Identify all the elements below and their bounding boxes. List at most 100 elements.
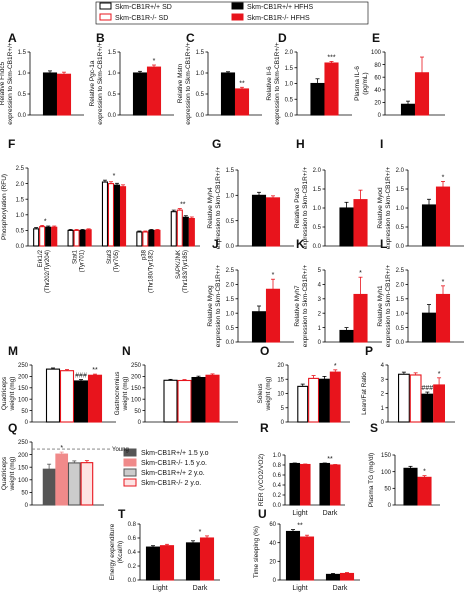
y-tick-label: 40 — [269, 541, 276, 547]
x-tick-label: (Thr202/Tyr204) — [45, 250, 51, 293]
significance-mark: ### — [422, 385, 434, 392]
y-tick-label: 0 — [318, 340, 322, 346]
x-tick-label: Light — [292, 510, 307, 517]
y-axis-label: expression to Skm-CB1R+/+ — [302, 265, 309, 348]
y-tick-label: 0.0 — [285, 113, 294, 119]
y-tick-label: 1.0 — [108, 71, 117, 77]
legend-label: Skm-CB1R+/+ HFHS — [247, 4, 313, 11]
significance-mark: * — [272, 272, 275, 279]
x-tick-label: SAPK/JNK — [176, 250, 182, 279]
bar — [319, 462, 331, 506]
significance-mark: * — [44, 218, 47, 225]
panel-n: N 0 50 100 150 200 250 Gastrocnemius weight (mg) — [114, 344, 238, 426]
y-tick-label: 1.5 — [18, 50, 27, 56]
y-tick-label: 1.5 — [313, 187, 322, 193]
bar — [339, 329, 354, 343]
y-tick-label: 0.0 — [128, 578, 137, 584]
bar — [39, 226, 46, 247]
y-axis-label: Relative Pax3 — [294, 188, 301, 228]
bar — [339, 207, 354, 247]
y-tick-label: 1.5 — [396, 297, 405, 303]
y-tick-label: 0.0 — [313, 244, 322, 250]
bar — [421, 204, 437, 247]
y-tick-label: 0.8 — [128, 522, 137, 528]
bar — [33, 228, 40, 247]
y-tick-label: 50 — [21, 491, 28, 497]
bar — [142, 231, 149, 247]
legend-label: Skm-CB1R-/- HFHS — [247, 15, 310, 22]
y-tick-label: 150 — [18, 465, 29, 471]
legend-entry: Skm-CB1R+/+ SD — [99, 2, 172, 11]
bar — [51, 226, 58, 247]
y-tick-label: 1.0 — [226, 194, 235, 200]
y-axis-label: Relative Myh7 — [294, 285, 301, 327]
legend-entry: Skm-CB1R-/- HFHS — [231, 13, 310, 22]
y-tick-label: 0.6 — [273, 473, 282, 479]
panel-c: C 0.0 0.5 1.0 1.5 Relative Mstn expression to … — [177, 31, 262, 125]
x-tick-label: Stat1 — [73, 249, 79, 264]
x-tick-label: p38 — [141, 249, 147, 260]
bar — [234, 88, 250, 116]
legend-main: Skm-CB1R+/+ SD Skm-CB1R-/- SD Skm-CB1R+/+ … — [95, 1, 369, 25]
bar — [42, 468, 56, 506]
y-axis-label: expression to Skm-CB1R+/+ — [215, 167, 222, 250]
bar — [73, 380, 89, 423]
y-tick-label: 0 — [273, 578, 277, 584]
bar — [220, 72, 236, 116]
significance-mark: * — [60, 445, 63, 452]
bar — [101, 181, 109, 247]
panel-u: U 0 20 40 60 Time sleeping (%) ** Light Dark — [253, 507, 360, 592]
bar — [45, 226, 52, 247]
bar — [251, 194, 267, 247]
significance-mark: ** — [92, 367, 98, 374]
y-tick-label: 0.0 — [226, 244, 235, 250]
y-tick-label: 1 — [318, 326, 322, 332]
bar — [339, 572, 355, 581]
y-tick-label: 0.0 — [196, 113, 205, 119]
significance-mark: ** — [327, 456, 333, 463]
bar — [45, 368, 61, 423]
bar — [182, 216, 189, 247]
y-axis-label: Quadriceps — [1, 456, 8, 490]
reference-label: Young — [112, 447, 129, 453]
y-axis-label: Quadriceps — [1, 376, 8, 410]
panel-letter: D — [278, 31, 287, 45]
legend-swatch — [123, 478, 137, 487]
bar — [170, 211, 177, 247]
bar — [433, 384, 446, 423]
y-tick-label: 0.5 — [226, 219, 235, 225]
bar — [265, 197, 281, 247]
significance-mark: * — [423, 469, 426, 476]
bar — [403, 467, 418, 506]
x-tick-label: (Thr180/Tyr182) — [148, 250, 154, 293]
panel-letter: P — [365, 344, 373, 358]
y-tick-label: 0.4 — [128, 550, 137, 556]
y-axis-label: Relative Myog — [207, 285, 214, 327]
bar — [299, 536, 315, 581]
bar — [154, 229, 161, 247]
y-tick-label: 250 — [131, 363, 142, 369]
y-axis-label: (pg/mL) — [362, 72, 369, 94]
y-tick-label: 0.0 — [108, 113, 117, 119]
y-tick-label: 2.0 — [313, 168, 322, 174]
y-axis-label: expression to Skm-CB1R+/+ — [7, 42, 14, 125]
legend-label: Skm-CB1R-/- 1.5 y.o. — [141, 460, 207, 467]
bar — [113, 184, 121, 247]
y-tick-label: 3 — [318, 297, 322, 303]
significance-mark: * — [334, 363, 337, 370]
panel-r: R 0.0 0.2 0.4 0.6 0.8 1.0 RER (VCO2/VO2) Light **… — [258, 421, 345, 517]
bar — [185, 542, 201, 581]
y-axis-label: Relative Mstn — [177, 63, 184, 103]
y-tick-label: 0.2 — [273, 493, 282, 499]
panel-letter: S — [370, 421, 378, 435]
legend-swatch — [231, 2, 244, 10]
y-tick-label: 0 — [138, 420, 142, 426]
panel-letter: J — [212, 237, 219, 251]
x-tick-label: (Tyr701) — [80, 250, 86, 272]
y-tick-label: 0 — [388, 503, 392, 509]
y-tick-label: 0.4 — [273, 483, 282, 489]
bar — [188, 217, 195, 247]
y-tick-label: 15 — [277, 377, 284, 383]
bar — [136, 231, 143, 247]
y-axis-label: Relative Il-6 — [266, 66, 273, 101]
